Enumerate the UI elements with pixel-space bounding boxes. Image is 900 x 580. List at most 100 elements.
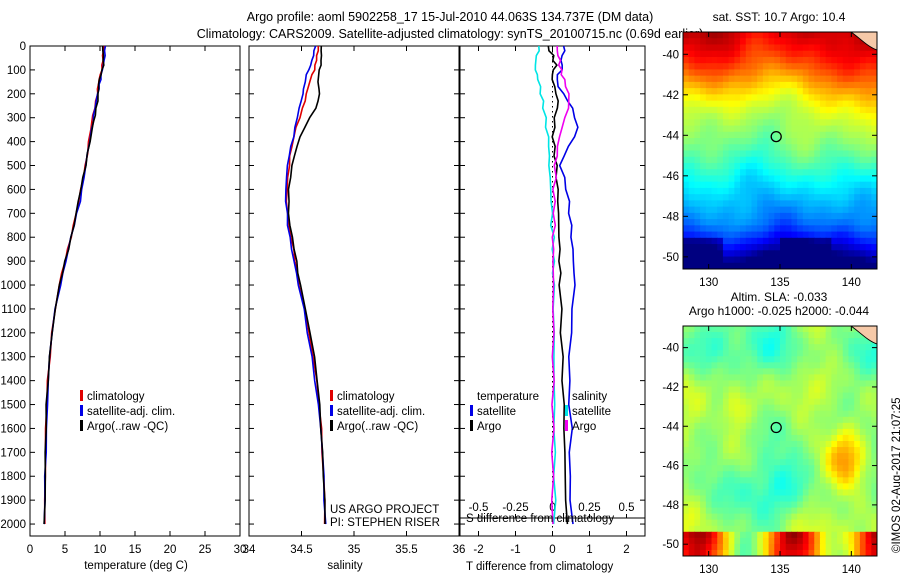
map-cell	[791, 453, 798, 460]
map-cell	[740, 231, 747, 239]
map-cell	[842, 543, 850, 551]
map-cell	[762, 525, 770, 533]
map-cell	[700, 332, 707, 339]
map-cell	[819, 262, 827, 269]
map-cell	[683, 106, 690, 114]
map-cell	[740, 428, 747, 436]
map-cell	[825, 181, 832, 189]
map-cell	[762, 32, 770, 39]
map-cell	[791, 447, 798, 454]
map-cell	[728, 100, 735, 108]
map-cell	[814, 398, 821, 406]
map-cell	[705, 200, 713, 208]
map-cell	[848, 138, 855, 145]
map-cell	[728, 501, 735, 509]
map-cell	[694, 501, 701, 509]
difference-plot[interactable]: -2 -1 0 1 2-0.5 -0.25 0 0.25 0.5	[450, 0, 665, 580]
sla-map[interactable]: 130 135 140 -40 -42 -44 -46 -48 -50	[655, 320, 900, 578]
map-cell	[683, 150, 690, 158]
map-cell	[734, 32, 741, 39]
map-cell	[854, 262, 861, 269]
map-cell	[854, 187, 861, 195]
float-position-marker[interactable]	[770, 421, 782, 434]
map-cell	[808, 212, 815, 220]
map-cell	[757, 113, 764, 120]
map-cell	[740, 489, 747, 497]
map-cell	[802, 150, 810, 158]
sst-map-svg[interactable]: 130 135 140-40-42-44-46-48-50	[655, 26, 900, 291]
sla-map-svg[interactable]: 130 135 140-40-42-44-46-48-50	[655, 320, 900, 578]
float-position-marker[interactable]	[770, 130, 782, 143]
map-cell	[802, 344, 810, 351]
map-cell	[774, 483, 781, 491]
map-cell	[717, 362, 724, 369]
map-cell	[694, 212, 701, 220]
map-field	[683, 326, 877, 556]
map-cell	[728, 525, 735, 533]
map-cell	[797, 477, 804, 484]
map-cell	[683, 416, 690, 424]
map-cell	[774, 459, 781, 466]
map-cell	[705, 244, 713, 251]
map-cell	[757, 513, 764, 521]
map-cell	[814, 332, 821, 339]
map-cell	[768, 44, 775, 52]
map-cell	[688, 374, 696, 382]
map-cell	[711, 44, 718, 52]
map-cell	[819, 404, 827, 412]
sst-map[interactable]: 130 135 140 -40 -42 -44 -46 -48 -50	[655, 26, 900, 291]
map-cell	[854, 125, 861, 133]
map-cell	[688, 404, 696, 412]
map-cell	[837, 525, 844, 533]
legend-label: Argo	[477, 421, 502, 433]
map-cell	[865, 206, 872, 214]
map-cell	[780, 162, 787, 170]
map-cell	[780, 212, 787, 220]
map-cell	[722, 138, 730, 145]
map-cell	[722, 50, 730, 58]
map-cell	[859, 106, 867, 114]
map-cell	[831, 181, 838, 189]
legend-group-title: salinity	[572, 391, 608, 403]
map-cell	[734, 362, 741, 369]
map-cell	[842, 56, 850, 64]
map-cell	[762, 368, 770, 376]
map-cell	[848, 368, 855, 376]
temperature-plot[interactable]: 0100200300400500600700800900100011001200…	[0, 0, 250, 580]
map-cell	[848, 44, 855, 52]
map-cell	[757, 416, 764, 424]
map-cell	[831, 386, 838, 394]
map-cell	[808, 507, 815, 515]
map-cell	[734, 125, 741, 133]
map-cell	[825, 32, 832, 39]
map-cell	[871, 350, 877, 357]
map-cell	[740, 88, 747, 95]
map-cell	[762, 219, 770, 226]
map-cell	[837, 181, 844, 189]
series-3	[550, 45, 570, 525]
map-cell	[785, 543, 793, 551]
map-cell	[871, 262, 877, 269]
y-tick-label: 1100	[1, 304, 26, 316]
map-cell	[728, 237, 735, 245]
map-cell	[768, 459, 775, 466]
map-cell	[762, 125, 770, 133]
map-cell	[751, 495, 758, 503]
map-cell	[762, 150, 770, 158]
y-tick-label: 100	[7, 65, 26, 77]
salinity-xaxis-label: salinity	[327, 560, 363, 572]
map-cell	[722, 262, 730, 269]
map-cell	[734, 50, 741, 58]
map-cell	[837, 428, 844, 436]
map-cell	[854, 338, 861, 345]
map-cell	[791, 219, 798, 226]
salinity-plot[interactable]: 34 34.5 35 35.5 36	[240, 0, 470, 580]
map-cell	[694, 250, 701, 258]
map-cell	[797, 525, 804, 533]
map-cell	[774, 256, 781, 264]
map-cell	[865, 441, 872, 448]
map-cell	[751, 256, 758, 264]
map-cell	[762, 453, 770, 460]
map-cell	[774, 69, 781, 77]
map-cell	[774, 81, 781, 89]
